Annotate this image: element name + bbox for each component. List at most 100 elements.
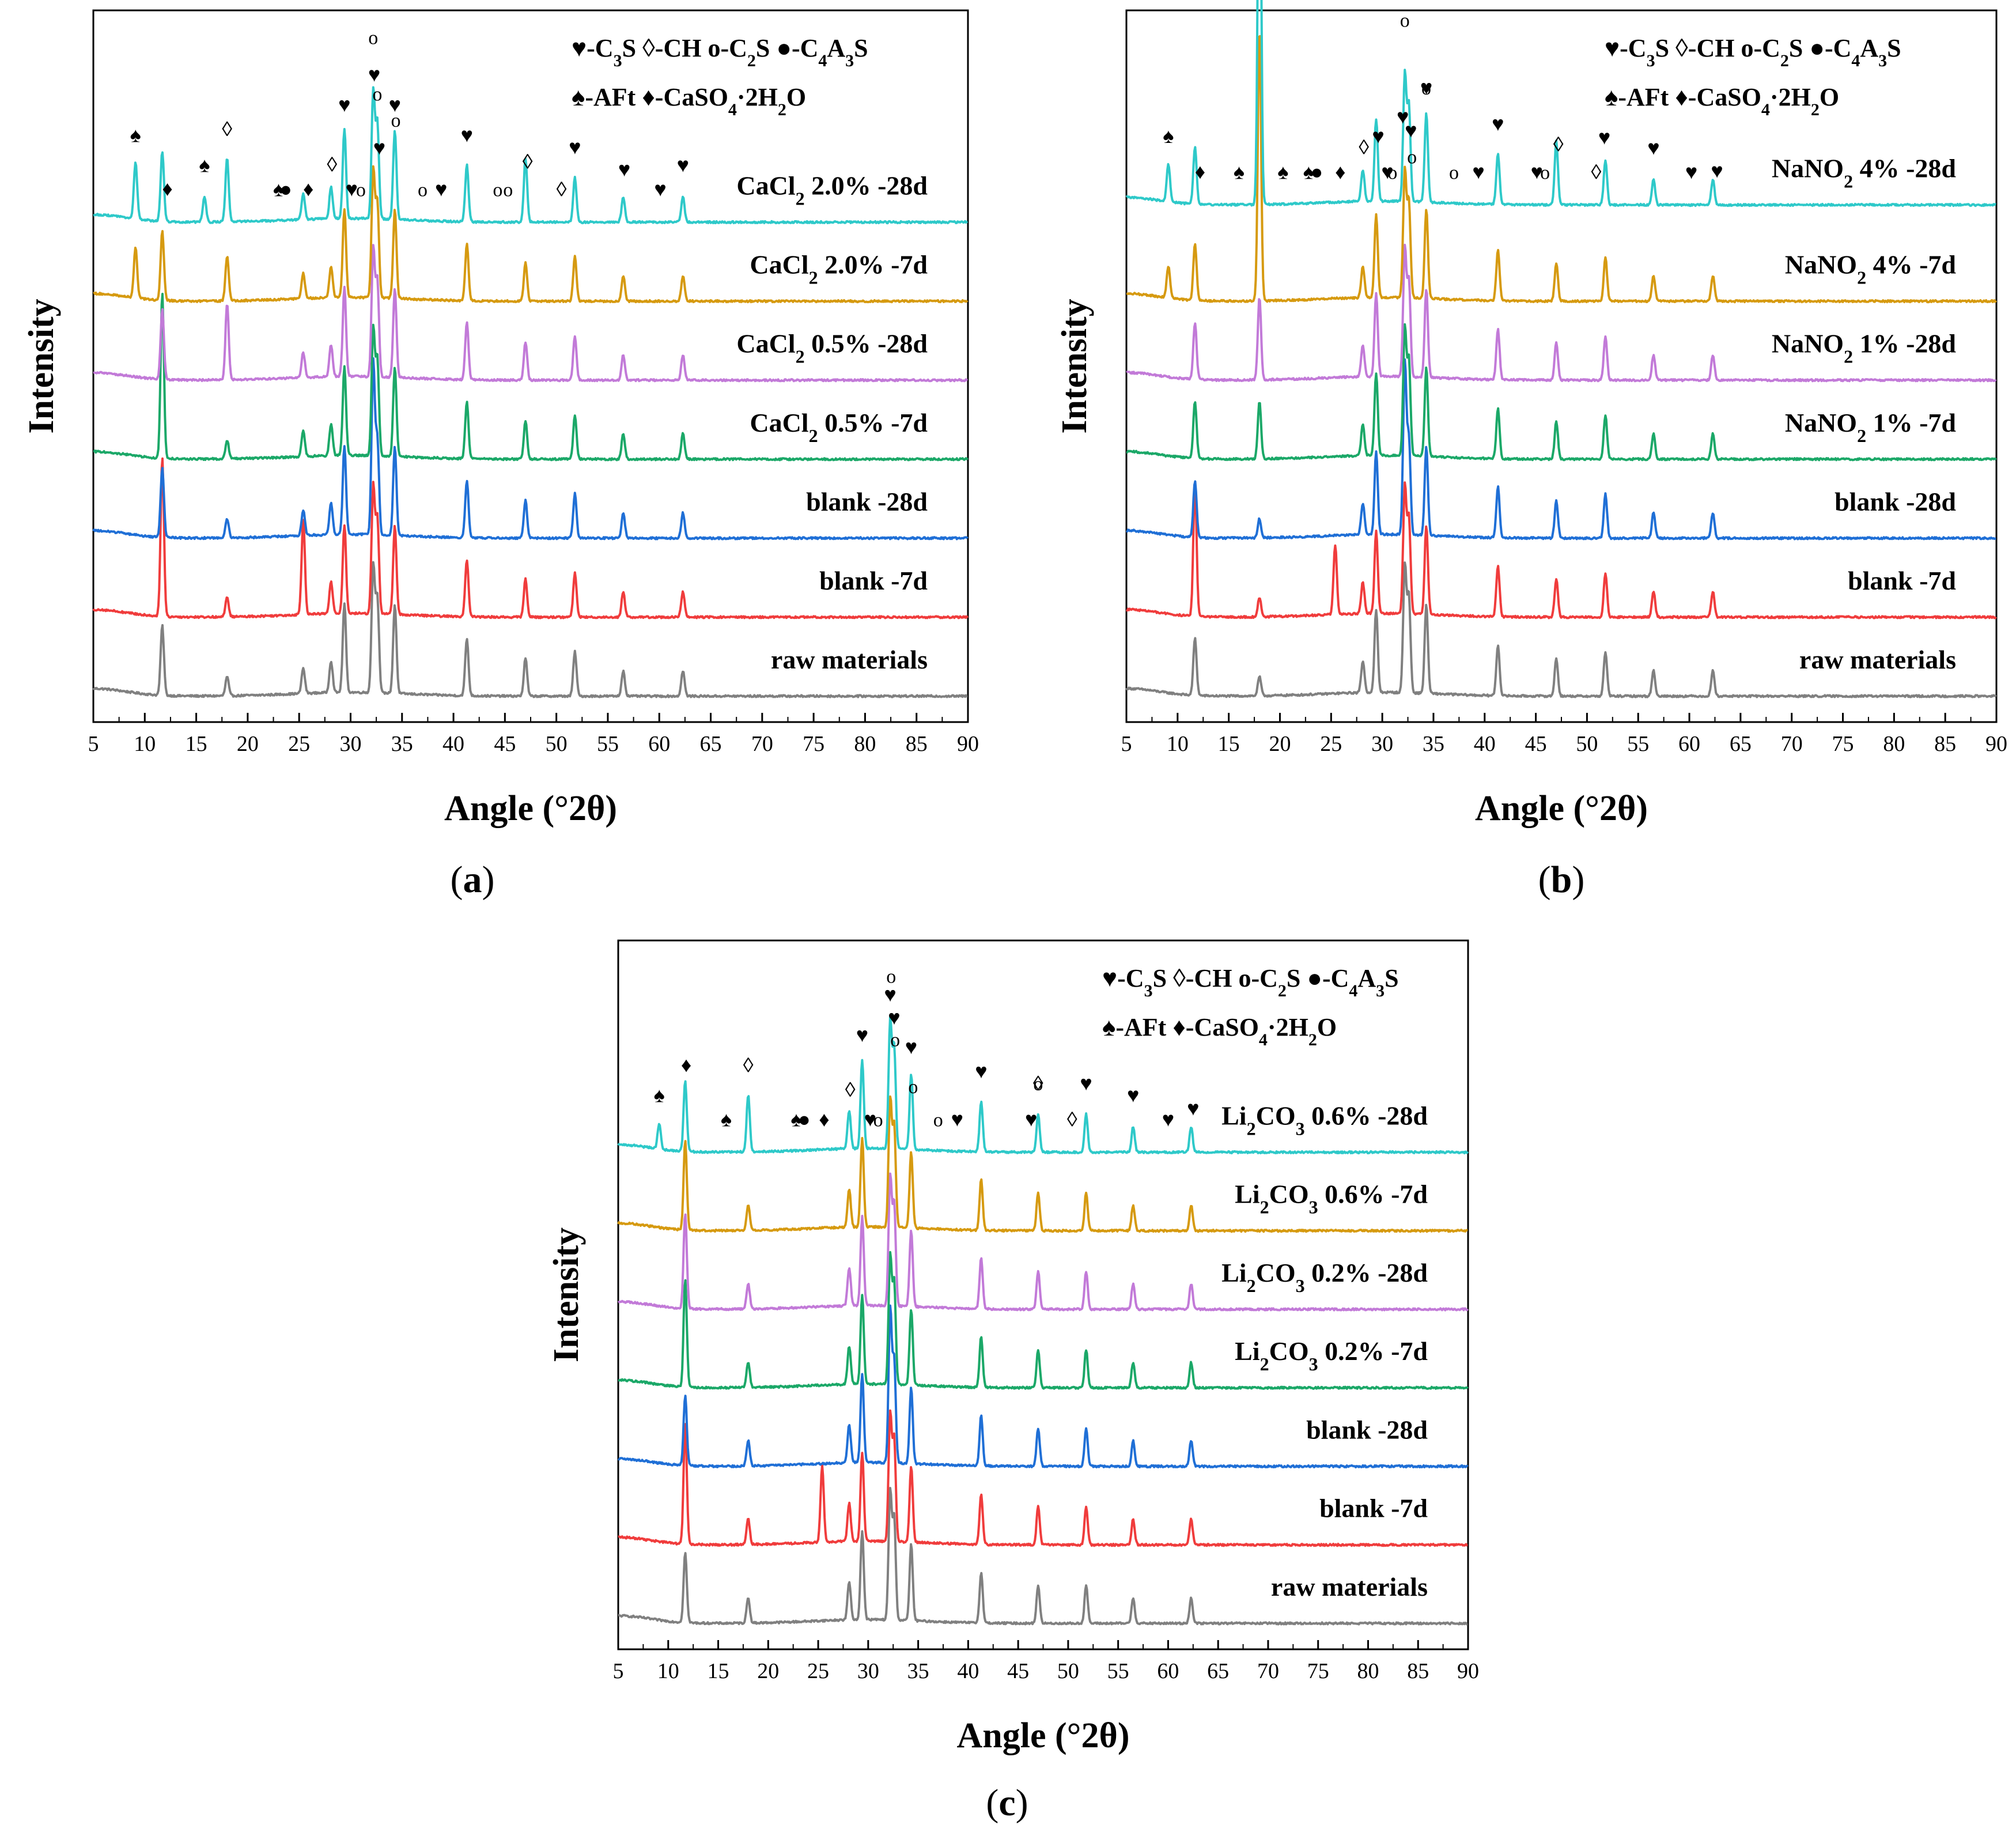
x-tick-label: 30	[1371, 732, 1393, 756]
phase-marker: ♠	[790, 1108, 801, 1131]
series-label: blank -28d	[1306, 1415, 1428, 1444]
x-tick-label: 40	[957, 1659, 979, 1683]
x-tick-label: 70	[751, 732, 773, 756]
phase-marker: ♠	[1277, 161, 1288, 184]
phase-marker: ♦	[681, 1053, 691, 1076]
phase-marker: ♦	[1195, 160, 1205, 183]
phase-marker: ♥	[435, 178, 447, 201]
x-tick-label: 85	[1934, 732, 1956, 756]
x-tick-label: 10	[657, 1659, 679, 1683]
phase-marker: o	[886, 966, 896, 988]
phase-marker: ◊	[1553, 133, 1564, 156]
x-axis-title: Angle (°2θ)	[957, 1716, 1130, 1755]
x-tick-label: 50	[1057, 1659, 1079, 1683]
x-tick-label: 5	[1121, 732, 1132, 756]
phase-marker: ♥	[389, 93, 401, 116]
x-tick-label: 15	[186, 732, 207, 756]
x-tick-label: 90	[1457, 1659, 1479, 1683]
phase-marker: o	[418, 180, 428, 201]
x-tick-label: 75	[1307, 1659, 1329, 1683]
x-tick-label: 30	[339, 732, 361, 756]
series-label: NaNO2 1% -28d	[1772, 329, 1957, 367]
phase-marker: ♠	[1234, 161, 1245, 184]
series-line	[93, 293, 969, 462]
panel-label: (b)	[1538, 859, 1585, 901]
x-tick-label: 80	[854, 732, 876, 756]
x-tick-label: 40	[442, 732, 464, 756]
phase-marker: o	[372, 84, 382, 105]
y-axis-title: Intensity	[22, 299, 61, 433]
phase-marker: ♥	[975, 1060, 987, 1083]
phase-marker: ♥	[1405, 119, 1417, 142]
phase-marker: o	[1449, 163, 1459, 184]
phase-marker: ♥	[338, 93, 350, 116]
x-tick-label: 75	[803, 732, 824, 756]
series-label: CaCl2 0.5% -28d	[736, 329, 928, 367]
x-tick-label: 65	[1730, 732, 1752, 756]
series-label: raw materials	[1271, 1572, 1428, 1601]
series-line	[1126, 244, 1997, 383]
phase-marker: ♥	[905, 1036, 917, 1059]
series-label: blank -7d	[819, 566, 928, 595]
x-tick-label: 85	[906, 732, 928, 756]
phase-marker: ◊	[327, 153, 337, 176]
x-tick-label: 70	[1257, 1659, 1279, 1683]
panel-label: (a)	[451, 859, 495, 901]
phase-legend: ♥-C3S ◊-CH o-C2S ●-C4A3S ♠-AFt ♦-CaSO4·2H…	[1605, 34, 1901, 119]
series-line	[618, 1409, 1468, 1547]
phase-marker: ♥	[884, 983, 896, 1006]
x-tick-label: 20	[757, 1659, 779, 1683]
phase-marker: o	[933, 1109, 943, 1131]
x-tick-label: 35	[391, 732, 413, 756]
x-tick-label: 10	[1167, 732, 1189, 756]
phase-marker: ♥	[1397, 105, 1409, 129]
x-tick-label: 20	[237, 732, 259, 756]
series-line	[93, 86, 969, 225]
panel-2: 5 10 15 20 25 30 35 40 45 50 55 60 65 70 75 80 85 90 Angle…	[1055, 0, 2007, 901]
phase-marker: ♥	[1127, 1084, 1139, 1107]
panel-label: (c)	[986, 1782, 1028, 1824]
phase-marker: o	[493, 180, 502, 201]
phase-marker: ♥	[1381, 161, 1393, 184]
series-label: Li2CO3 0.2% -7d	[1235, 1336, 1428, 1374]
phase-marker: o	[890, 1029, 900, 1051]
phase-marker: ♦	[303, 177, 313, 201]
phase-marker: ♥	[1711, 160, 1723, 183]
phase-marker: ♥	[1472, 161, 1484, 184]
phase-marker: o	[368, 28, 378, 49]
phase-marker: ♠	[654, 1084, 665, 1107]
x-tick-label: 25	[1320, 732, 1342, 756]
phase-marker: ♥	[888, 1006, 900, 1029]
phase-marker: ♥	[1647, 137, 1659, 160]
series-line	[617, 1015, 1469, 1155]
x-tick-label: 70	[1781, 732, 1803, 756]
phase-marker: ◊	[557, 178, 567, 201]
x-tick-label: 60	[1157, 1659, 1179, 1683]
series-label: blank -28d	[1835, 487, 1956, 516]
phase-marker: ♦	[819, 1108, 829, 1131]
y-axis-title: Intensity	[547, 1227, 586, 1362]
series-label: raw materials	[1799, 645, 1956, 674]
series-line	[1126, 323, 1997, 462]
x-tick-label: 60	[648, 732, 670, 756]
phase-marker: ●	[279, 178, 292, 201]
x-tick-label: 75	[1832, 732, 1854, 756]
phase-marker: ♥	[1162, 1108, 1174, 1131]
x-tick-label: 15	[708, 1659, 729, 1683]
series-line	[1125, 561, 1997, 698]
series-line	[618, 1304, 1469, 1469]
phase-marker: ●	[1311, 161, 1323, 184]
phase-marker: ◊	[1033, 1072, 1043, 1095]
series-line	[617, 1095, 1468, 1233]
series-label: Li2CO3 0.6% -7d	[1235, 1180, 1428, 1218]
phase-marker: o	[1540, 163, 1550, 184]
x-tick-label: 60	[1678, 732, 1700, 756]
phase-marker: ♥	[677, 154, 689, 177]
series-label: Li2CO3 0.2% -28d	[1221, 1258, 1428, 1296]
phase-marker: ♥	[856, 1023, 868, 1047]
x-tick-label: 30	[857, 1659, 879, 1683]
phase-marker: ◊	[743, 1053, 754, 1076]
x-tick-label: 50	[546, 732, 568, 756]
phase-marker: ♠	[273, 178, 284, 201]
phase-marker: ♠	[721, 1108, 732, 1131]
